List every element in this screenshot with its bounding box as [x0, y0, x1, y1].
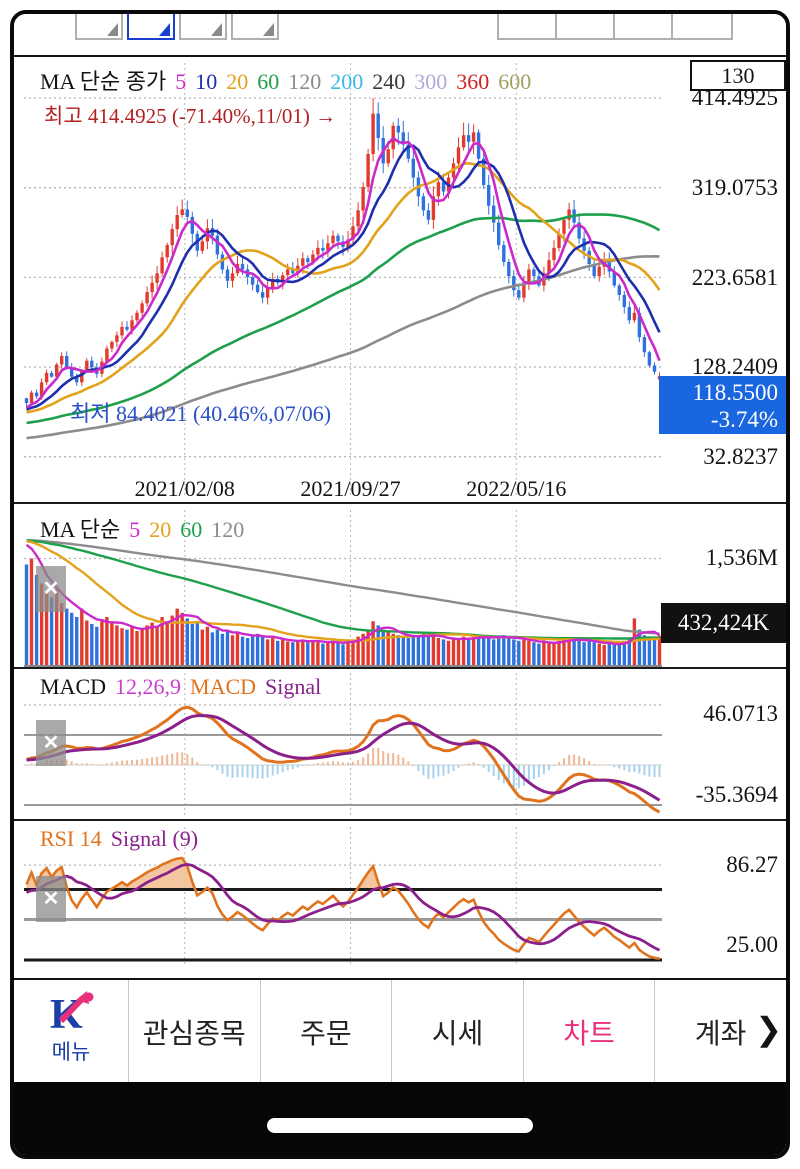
toolbar-dropdown-4[interactable]	[231, 14, 279, 40]
toolbar-segment-2[interactable]	[555, 14, 617, 40]
price-ma-20	[26, 161, 661, 414]
price-ma-legend: MA 단순 종가 5 10 20 60 120 200 240 300 360 600	[40, 64, 540, 96]
legend-item: 200	[330, 69, 364, 94]
volume-max-label: 1,536M	[705, 545, 778, 570]
legend-item: 240	[372, 69, 406, 94]
nav-more-chevron[interactable]: ❯	[755, 1011, 782, 1047]
bar-count-box[interactable]: 130	[690, 60, 786, 91]
legend-item: 20	[149, 517, 172, 542]
legend-item: 360	[456, 69, 490, 94]
rsi-line	[25, 856, 660, 960]
legend-item: 20	[226, 69, 249, 94]
legend-item: 60	[180, 517, 203, 542]
date-axis-label: 2021/02/08	[134, 476, 235, 501]
kiwoom-logo-icon: K	[50, 991, 94, 1034]
legend-item: 600	[498, 69, 532, 94]
legend-item: RSI 14	[40, 826, 102, 851]
nav-item-quote[interactable]: 시세	[391, 980, 523, 1084]
chart-panes-svg	[14, 63, 786, 967]
volume-ma-120	[26, 539, 660, 635]
legend-item: MACD	[40, 674, 107, 699]
toolbar-dropdown-3[interactable]	[179, 14, 227, 40]
phone-screen: MA 단순 종가 5 10 20 60 120 200 240 300 360 600 130 41…	[10, 10, 790, 1159]
dropdown-arrow-icon	[159, 23, 170, 36]
lowest-price-annotation: 최저 84.4021 (40.46%,07/06)	[70, 401, 332, 426]
legend-item: 120	[211, 517, 245, 542]
rsi-max-label: 86.27	[726, 852, 778, 877]
dropdown-arrow-icon	[107, 23, 118, 36]
toolbar-segment-3[interactable]	[613, 14, 675, 40]
chart-toolbar	[14, 14, 786, 57]
price-axis-label: 414.4925	[691, 85, 778, 110]
macd-max-label: 46.0713	[703, 701, 778, 726]
current-price-badge: 118.5500 -3.74%	[659, 376, 786, 434]
legend-item: MA 단순 종가	[40, 69, 167, 94]
price-axis-label: 223.6581	[691, 265, 778, 290]
nav-item-account[interactable]: 계좌	[654, 980, 786, 1084]
legend-item: Signal	[265, 674, 322, 699]
nav-item-menu[interactable]: K 메뉴	[14, 980, 128, 1084]
close-rsi-pane-button[interactable]: ✕	[36, 876, 66, 922]
toolbar-dropdown-1[interactable]	[75, 14, 123, 40]
current-change-pct: -3.74%	[710, 407, 778, 432]
legend-item: 60	[257, 69, 280, 94]
macd-legend: MACD 12,26,9 MACD Signal	[40, 674, 330, 700]
rsi-legend: RSI 14 Signal (9)	[40, 826, 207, 852]
macd-histogram	[25, 747, 661, 789]
legend-item: Signal (9)	[110, 826, 199, 851]
volume-ma-legend: MA 단순 5 20 60 120	[40, 512, 253, 544]
price-ma-60	[26, 213, 661, 425]
nav-item-chart[interactable]: 차트	[522, 980, 655, 1084]
price-ma-10	[26, 144, 661, 411]
dropdown-arrow-icon	[211, 23, 222, 36]
current-volume-badge: 432,424K	[661, 603, 786, 643]
price-axis-label: 32.8237	[703, 444, 778, 469]
home-indicator[interactable]	[267, 1118, 533, 1133]
toolbar-segment-1[interactable]	[497, 14, 559, 40]
dropdown-arrow-icon	[263, 23, 274, 36]
macd-min-label: -35.3694	[695, 782, 778, 807]
nav-item-order[interactable]: 주문	[259, 980, 392, 1084]
legend-item: 12,26,9	[115, 674, 182, 699]
rsi-min-label: 25.00	[726, 932, 778, 957]
close-volume-pane-button[interactable]: ✕	[36, 566, 66, 612]
legend-item: 120	[288, 69, 322, 94]
price-axis-label: 128.2409	[691, 354, 778, 379]
legend-item: MACD	[190, 674, 257, 699]
nav-menu-label: 메뉴	[51, 1041, 91, 1064]
legend-item: 10	[195, 69, 218, 94]
volume-ma-20	[26, 540, 660, 644]
candlesticks	[24, 98, 662, 409]
macd-signal-line	[26, 714, 661, 802]
legend-item: 5	[175, 69, 187, 94]
rsi-overbought-fill	[26, 858, 660, 890]
system-bottom-bar	[14, 1082, 786, 1155]
toolbar-dropdown-2-active[interactable]	[127, 14, 175, 40]
rsi-signal-line	[26, 862, 661, 952]
nav-item-watchlist[interactable]: 관심종목	[128, 980, 260, 1084]
highest-price-annotation: 최고 414.4925 (-71.40%,11/01) →	[44, 104, 337, 128]
price-axis-label: 319.0753	[691, 175, 778, 200]
volume-ma-5	[25, 543, 661, 646]
legend-item: 5	[129, 517, 141, 542]
price-ma-5	[25, 136, 661, 409]
date-axis-label: 2021/09/27	[300, 476, 401, 501]
date-axis-label: 2022/05/16	[466, 476, 567, 501]
volume-bars	[24, 558, 662, 666]
current-price: 118.5500	[692, 380, 778, 405]
legend-item: MA 단순	[40, 517, 121, 542]
toolbar-segment-4[interactable]	[671, 14, 733, 40]
legend-item: 300	[414, 69, 448, 94]
close-macd-pane-button[interactable]: ✕	[36, 720, 66, 766]
